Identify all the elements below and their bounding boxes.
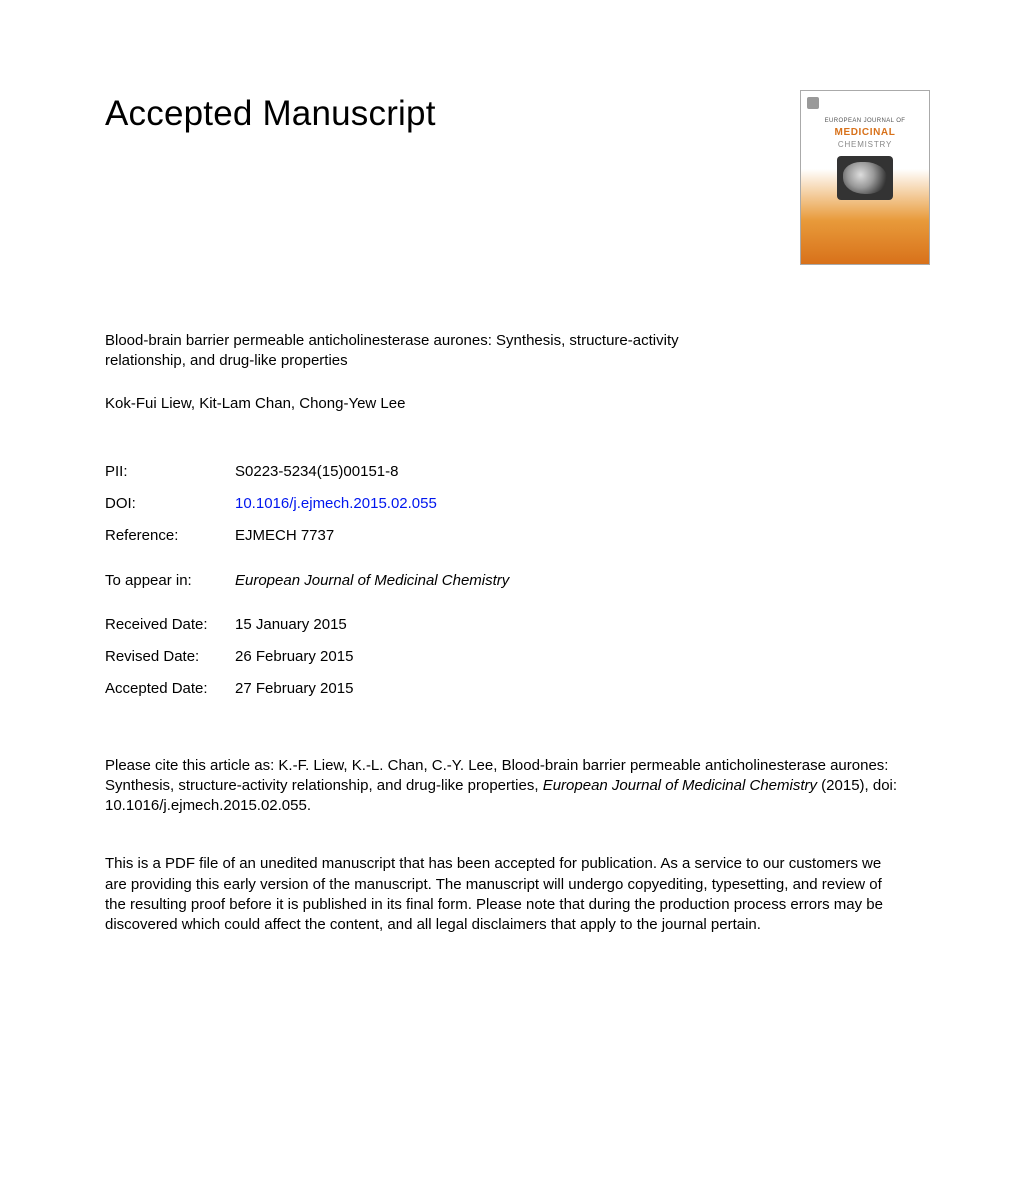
page-title: Accepted Manuscript [105,90,436,137]
journal-cover-subtitle: CHEMISTRY [801,140,929,151]
table-row: Received Date: 15 January 2015 [105,609,509,641]
to-appear-in-label: To appear in: [105,565,235,597]
received-date-value: 15 January 2015 [235,609,509,641]
accepted-date-label: Accepted Date: [105,673,235,705]
citation-journal: European Journal of Medicinal Chemistry [543,777,817,794]
accepted-date-value: 27 February 2015 [235,673,509,705]
journal-cover-topline: EUROPEAN JOURNAL OF [801,117,929,125]
table-row: PII: S0223-5234(15)00151-8 [105,456,509,488]
reference-value: EJMECH 7737 [235,520,509,552]
revised-date-value: 26 February 2015 [235,641,509,673]
received-date-label: Received Date: [105,609,235,641]
revised-date-label: Revised Date: [105,641,235,673]
to-appear-in-value: European Journal of Medicinal Chemistry [235,565,509,597]
pii-value: S0223-5234(15)00151-8 [235,456,509,488]
elsevier-tree-icon [807,97,819,109]
pii-label: PII: [105,456,235,488]
citation-text: Please cite this article as: K.-F. Liew,… [105,756,905,817]
table-row: Revised Date: 26 February 2015 [105,641,509,673]
metadata-table: PII: S0223-5234(15)00151-8 DOI: 10.1016/… [105,456,509,706]
journal-cover-thumbnail: EUROPEAN JOURNAL OF MEDICINAL CHEMISTRY [800,90,930,265]
reference-label: Reference: [105,520,235,552]
doi-link[interactable]: 10.1016/j.ejmech.2015.02.055 [235,495,437,512]
header-row: Accepted Manuscript EUROPEAN JOURNAL OF … [105,90,930,265]
article-title: Blood-brain barrier permeable anticholin… [105,331,725,372]
doi-label: DOI: [105,488,235,520]
table-row: DOI: 10.1016/j.ejmech.2015.02.055 [105,488,509,520]
table-row: Accepted Date: 27 February 2015 [105,673,509,705]
authors: Kok-Fui Liew, Kit-Lam Chan, Chong-Yew Le… [105,394,930,414]
journal-cover-molecule-icon [837,156,893,200]
disclaimer-text: This is a PDF file of an unedited manusc… [105,854,905,935]
table-row: Reference: EJMECH 7737 [105,520,509,552]
journal-cover-title: MEDICINAL [801,126,929,140]
table-row: To appear in: European Journal of Medici… [105,565,509,597]
